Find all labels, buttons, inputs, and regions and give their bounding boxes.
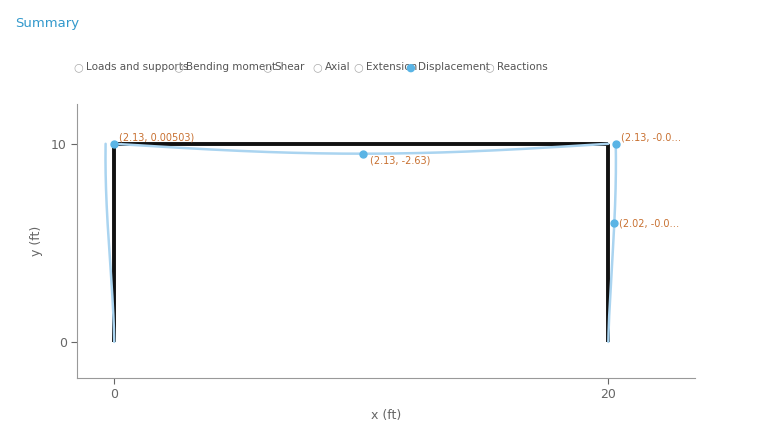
Text: (2.13, -2.63): (2.13, -2.63) [370, 156, 430, 166]
Text: ○: ○ [174, 62, 184, 72]
Text: ○: ○ [485, 62, 495, 72]
Text: Shear: Shear [275, 62, 305, 72]
Text: ○: ○ [313, 62, 323, 72]
Text: ○: ○ [73, 62, 83, 72]
Text: (2.13, -0.0…: (2.13, -0.0… [621, 132, 681, 142]
Text: (2.02, -0.0…: (2.02, -0.0… [619, 218, 679, 228]
Text: ○: ○ [262, 62, 273, 72]
Text: Extension: Extension [366, 62, 417, 72]
Y-axis label: y (ft): y (ft) [29, 226, 42, 256]
Text: (2.13, 0.00503): (2.13, 0.00503) [119, 132, 195, 142]
Text: ○: ○ [354, 62, 364, 72]
Text: Displacement: Displacement [418, 62, 489, 72]
Text: Axial: Axial [325, 62, 350, 72]
X-axis label: x (ft): x (ft) [371, 409, 401, 422]
Text: Reactions: Reactions [497, 62, 548, 72]
Text: Summary: Summary [15, 17, 80, 30]
Text: Loads and supports: Loads and supports [86, 62, 188, 72]
Text: ●: ● [405, 62, 415, 72]
Text: Bending moment: Bending moment [186, 62, 276, 72]
